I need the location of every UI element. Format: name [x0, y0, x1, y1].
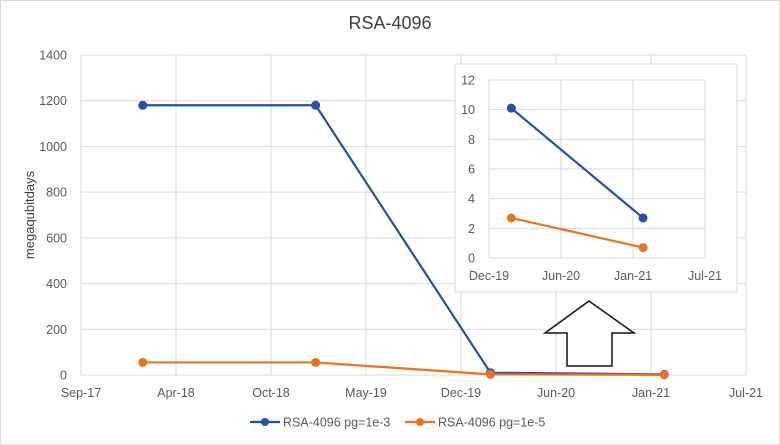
main-y-tick-label: 1000: [39, 140, 67, 154]
inset-y-tick-label: 12: [461, 74, 475, 88]
main-x-tick-label: Dec-19: [441, 386, 481, 400]
main-data-point: [311, 357, 321, 367]
main-y-tick-label: 200: [46, 323, 67, 337]
y-axis-label: megaqubitdays: [22, 170, 37, 259]
main-data-point: [138, 100, 148, 110]
main-x-tick-label: Oct-18: [252, 386, 290, 400]
legend-label: RSA-4096 pg=1e-5: [438, 416, 545, 430]
inset-y-tick-label: 6: [468, 163, 475, 177]
main-y-tick-label: 400: [46, 277, 67, 291]
inset-y-tick-label: 10: [461, 103, 475, 117]
main-y-tick-label: 0: [60, 369, 67, 383]
main-x-tick-label: Jul-21: [729, 386, 763, 400]
legend-marker: [261, 418, 269, 426]
chart-title: RSA-4096: [348, 13, 431, 33]
main-x-tick-label: Sep-17: [61, 386, 101, 400]
main-y-tick-label: 1200: [39, 94, 67, 108]
main-data-point: [138, 357, 148, 367]
up-arrow-icon: [542, 300, 637, 367]
inset-series-line-2: [511, 216, 644, 249]
legend-label: RSA-4096 pg=1e-3: [283, 416, 390, 430]
main-x-tick-label: Jun-20: [537, 386, 575, 400]
inset-data-point: [638, 243, 648, 253]
inset-y-tick-label: 2: [468, 222, 475, 236]
inset-data-point: [506, 103, 516, 113]
main-data-point: [311, 100, 321, 110]
main-x-tick-label: Apr-18: [157, 386, 195, 400]
inset-series-line-1: [510, 107, 644, 219]
main-y-tick-label: 600: [46, 231, 67, 245]
inset-y-tick-label: 8: [468, 133, 475, 147]
inset-x-tick-label: Dec-19: [469, 269, 509, 283]
inset-data-point: [506, 213, 516, 223]
main-data-point: [659, 370, 669, 380]
main-y-tick-label: 1400: [39, 49, 67, 63]
main-y-tick-label: 800: [46, 186, 67, 200]
legend-marker: [416, 418, 424, 426]
main-data-point: [485, 369, 495, 379]
inset-x-tick-label: Jul-21: [688, 269, 722, 283]
main-series-line-2: [142, 361, 665, 376]
inset-x-tick-label: Jun-20: [542, 269, 580, 283]
main-x-tick-label: Jan-21: [632, 386, 670, 400]
inset-x-tick-label: Jan-21: [614, 269, 652, 283]
inset-data-point: [638, 213, 648, 223]
inset-y-tick-label: 4: [468, 192, 475, 206]
main-x-tick-label: May-19: [345, 386, 387, 400]
inset-y-tick-label: 0: [468, 252, 475, 266]
